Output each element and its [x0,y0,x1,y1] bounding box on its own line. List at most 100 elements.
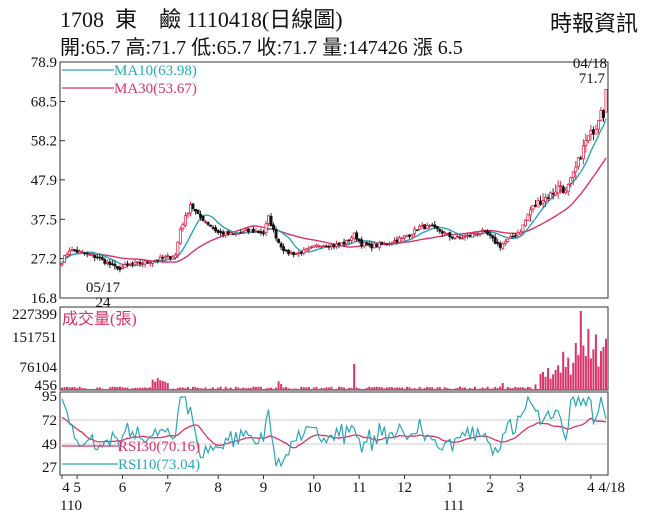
volume-bar [589,358,592,390]
candle-body [458,236,462,239]
volume-bar [491,388,494,390]
candle-body [561,186,565,193]
volume-bars [61,311,607,390]
volume-bar [403,388,406,390]
candle-body [534,204,537,207]
candle-body [272,224,276,230]
candle-body [211,226,215,229]
candle-body [498,242,502,248]
candle-body [453,237,457,239]
candle-body [146,261,150,263]
rsi-legend-label: RSI10(73.04) [118,457,200,473]
volume-bar [239,388,242,390]
candle-body [181,224,185,229]
volume-tick-label: 151751 [12,330,57,346]
volume-bar [587,328,590,390]
volume-bar [156,378,159,390]
volume-bar [136,387,139,390]
volume-bar [179,387,182,390]
candle-body [236,233,240,235]
volume-bar [123,387,126,390]
volume-bar [139,387,142,390]
volume-bar [388,387,391,390]
x-tick-label: 5 [73,480,81,496]
volume-bar [202,388,205,390]
rsi-lines [61,394,607,468]
candle-body [294,253,298,255]
volume-bar [287,388,290,390]
volume-bar [451,389,454,390]
candle-body [405,235,409,237]
candle-body [231,233,235,235]
candle-body [347,239,351,242]
candle-body [466,234,469,237]
candle-body [317,245,321,248]
x-tick-label: 6 [119,480,127,496]
volume-bar [333,389,335,390]
volume-bar [509,388,512,390]
candle-body [85,252,89,255]
price-tick-label: 47.9 [31,173,57,189]
candle-body [128,263,132,266]
volume-bar [463,387,466,390]
candle-body [518,231,522,235]
volume-bar [360,388,363,390]
candle-body [254,230,258,233]
volume-bar [577,354,580,390]
volume-bar [481,387,484,390]
candle-body [556,185,560,194]
price-tick-label: 78.9 [31,55,57,71]
volume-bar [315,386,318,390]
volume-bar [453,388,456,390]
volume-bar [171,388,174,390]
candle-body [579,157,583,160]
candle-body [322,245,326,247]
candle-body [269,215,273,227]
volume-bar [108,387,111,390]
volume-bar [207,388,210,390]
volume-bar [428,387,431,390]
volume-bar [597,366,600,390]
volume-bar [350,387,353,390]
volume-bar [524,388,527,390]
candle-body [471,233,474,238]
volume-bar [584,355,587,390]
candle-body [362,242,366,247]
price-tick-label: 27.2 [31,251,57,267]
candle-body [93,255,97,259]
candle-body [83,252,87,254]
volume-bar [310,388,313,390]
candle-body [420,224,424,227]
candle-body [297,252,301,254]
volume-bar [151,379,154,390]
candle-body [569,177,573,184]
candle-body [126,263,129,266]
volume-bar [501,383,504,390]
candle-body [413,228,417,234]
candle-body [80,251,84,253]
volume-bar [325,387,328,390]
volume-bar [378,386,381,390]
candle-body [501,243,505,249]
volume-bar [489,388,492,390]
candle-body [219,231,223,233]
volume-bar [456,387,459,390]
candle-body [408,234,412,237]
volume-bar [176,387,179,390]
candle-body [267,215,270,224]
candle-body [357,238,361,242]
price-tick-label: 16.8 [31,291,57,307]
volume-bar [189,389,192,390]
candle-body [410,233,414,237]
volume-bar [244,388,247,390]
candle-body [95,256,99,259]
candle-body [463,235,467,238]
candle-body [63,255,66,263]
volume-bar [466,389,469,390]
candle-body [226,231,230,235]
volume-bar [592,349,595,390]
candle-body [284,249,288,252]
candle-body [103,259,107,264]
volume-bar [554,369,557,390]
volume-bar [494,386,497,390]
